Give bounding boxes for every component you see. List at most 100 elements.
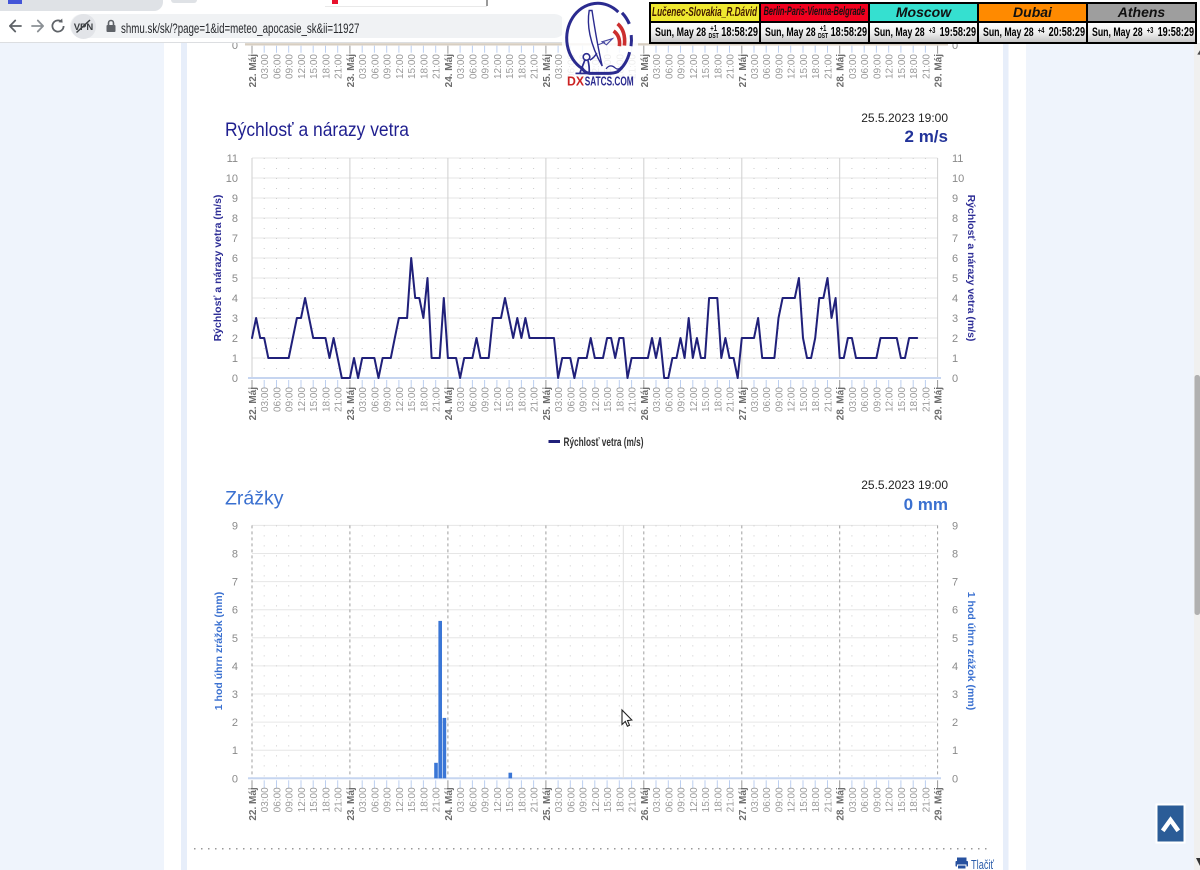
svg-text:21:00: 21:00	[824, 54, 835, 79]
svg-text:Tlačiť: Tlačiť	[971, 858, 994, 870]
svg-text:21:00: 21:00	[921, 387, 932, 412]
svg-text:06:00: 06:00	[860, 387, 871, 412]
svg-text:25. Máj: 25. Máj	[542, 54, 553, 88]
svg-text:28. Máj: 28. Máj	[836, 787, 847, 821]
svg-text:15:00: 15:00	[701, 387, 712, 412]
svg-text:15:00: 15:00	[407, 787, 418, 812]
svg-text:0: 0	[232, 373, 238, 385]
svg-text:03:00: 03:00	[848, 54, 859, 79]
svg-text:18:00: 18:00	[615, 387, 626, 412]
svg-text:03:00: 03:00	[652, 387, 663, 412]
svg-text:9: 9	[232, 520, 238, 532]
svg-text:12:00: 12:00	[689, 387, 700, 412]
svg-text:12:00: 12:00	[885, 54, 896, 79]
svg-text:12:00: 12:00	[395, 387, 406, 412]
svg-text:06:00: 06:00	[664, 787, 675, 812]
svg-text:15:00: 15:00	[603, 787, 614, 812]
svg-text:12:00: 12:00	[395, 54, 406, 79]
svg-text:2: 2	[952, 333, 958, 345]
svg-text:09:00: 09:00	[677, 54, 688, 79]
svg-text:18:00: 18:00	[713, 387, 724, 412]
svg-text:03:00: 03:00	[456, 387, 467, 412]
svg-text:12:00: 12:00	[787, 787, 798, 812]
svg-text:6: 6	[232, 253, 238, 265]
svg-text:12:00: 12:00	[885, 787, 896, 812]
svg-text:24. Máj: 24. Máj	[444, 54, 455, 88]
svg-text:18:00: 18:00	[419, 387, 430, 412]
svg-text:12:00: 12:00	[297, 787, 308, 812]
svg-text:7: 7	[232, 233, 238, 245]
svg-text:27. Máj: 27. Máj	[738, 787, 749, 821]
svg-text:21:00: 21:00	[726, 54, 737, 79]
svg-text:23. Máj: 23. Máj	[346, 787, 357, 821]
svg-text:7: 7	[952, 233, 958, 245]
svg-text:21:00: 21:00	[921, 787, 932, 812]
svg-text:18:00: 18:00	[517, 387, 528, 412]
svg-text:18:00: 18:00	[322, 54, 333, 79]
svg-text:29. Máj: 29. Máj	[934, 387, 945, 421]
svg-text:09:00: 09:00	[481, 387, 492, 412]
svg-text:1: 1	[952, 353, 958, 365]
svg-text:0: 0	[952, 773, 958, 785]
svg-text:15:00: 15:00	[309, 787, 320, 812]
svg-text:03:00: 03:00	[750, 54, 761, 79]
svg-text:12:00: 12:00	[591, 387, 602, 412]
svg-text:21:00: 21:00	[334, 787, 345, 812]
svg-text:06:00: 06:00	[273, 787, 284, 812]
svg-text:3: 3	[952, 689, 958, 701]
svg-text:15:00: 15:00	[701, 787, 712, 812]
svg-text:03:00: 03:00	[358, 54, 369, 79]
svg-text:SATCS.COM: SATCS.COM	[585, 75, 634, 89]
svg-text:21:00: 21:00	[334, 387, 345, 412]
svg-text:09:00: 09:00	[383, 54, 394, 79]
svg-text:26. Máj: 26. Máj	[640, 787, 651, 821]
svg-text:18:00: 18:00	[419, 787, 430, 812]
svg-text:15:00: 15:00	[505, 387, 516, 412]
svg-text:18:00: 18:00	[322, 787, 333, 812]
svg-text:0 mm: 0 mm	[904, 495, 948, 514]
svg-text:03:00: 03:00	[750, 387, 761, 412]
svg-text:21:00: 21:00	[628, 787, 639, 812]
svg-text:1 hod úhrn zrážok (mm): 1 hod úhrn zrážok (mm)	[213, 592, 225, 710]
svg-text:06:00: 06:00	[762, 387, 773, 412]
svg-text:09:00: 09:00	[285, 54, 296, 79]
svg-text:03:00: 03:00	[848, 387, 859, 412]
svg-text:12:00: 12:00	[493, 54, 504, 79]
svg-text:25. Máj: 25. Máj	[542, 387, 553, 421]
svg-text:0: 0	[952, 373, 958, 385]
svg-text:21:00: 21:00	[530, 54, 541, 79]
svg-text:21:00: 21:00	[432, 787, 443, 812]
svg-text:18:00: 18:00	[713, 54, 724, 79]
svg-text:06:00: 06:00	[664, 54, 675, 79]
svg-text:15:00: 15:00	[799, 387, 810, 412]
svg-text:1: 1	[232, 745, 238, 757]
svg-text:4: 4	[952, 293, 958, 305]
svg-text:Rýchlosť vetra (m/s): Rýchlosť vetra (m/s)	[564, 435, 644, 449]
svg-text:Zrážky: Zrážky	[225, 488, 284, 510]
svg-text:03:00: 03:00	[750, 787, 761, 812]
svg-text:06:00: 06:00	[370, 787, 381, 812]
svg-text:18:00: 18:00	[811, 387, 822, 412]
svg-text:22. Máj: 22. Máj	[248, 387, 259, 421]
svg-text:03:00: 03:00	[260, 54, 271, 79]
svg-text:Rýchlosť a nárazy vetra (m/s): Rýchlosť a nárazy vetra (m/s)	[965, 195, 977, 342]
svg-text:5: 5	[232, 633, 238, 645]
svg-text:03:00: 03:00	[260, 787, 271, 812]
svg-text:0: 0	[952, 40, 958, 52]
svg-text:12:00: 12:00	[297, 387, 308, 412]
svg-text:4: 4	[232, 661, 238, 673]
svg-text:06:00: 06:00	[468, 787, 479, 812]
svg-text:29. Máj: 29. Máj	[934, 787, 945, 821]
svg-text:2: 2	[952, 717, 958, 729]
svg-text:4: 4	[232, 293, 238, 305]
svg-text:03:00: 03:00	[554, 787, 565, 812]
svg-text:15:00: 15:00	[505, 787, 516, 812]
svg-text:06:00: 06:00	[468, 387, 479, 412]
svg-text:18:00: 18:00	[517, 787, 528, 812]
svg-text:10: 10	[226, 173, 238, 185]
svg-text:5: 5	[952, 273, 958, 285]
svg-text:15:00: 15:00	[505, 54, 516, 79]
svg-text:18:00: 18:00	[615, 787, 626, 812]
svg-text:06:00: 06:00	[370, 387, 381, 412]
svg-text:23. Máj: 23. Máj	[346, 54, 357, 88]
